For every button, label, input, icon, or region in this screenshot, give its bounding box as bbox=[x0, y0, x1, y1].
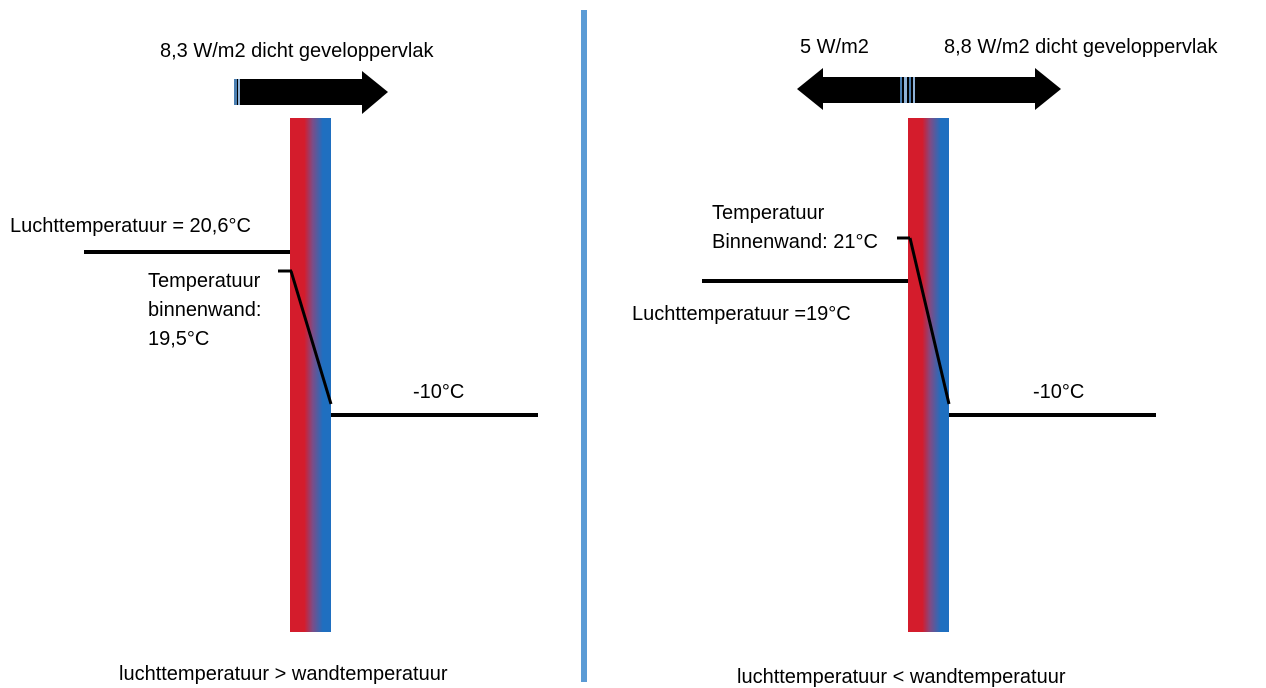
right-wall-temp-label-1: Temperatuur bbox=[712, 202, 825, 224]
right-air-temp-label: Luchttemperatuur =19°C bbox=[632, 303, 851, 325]
left-wall-temp-label-1: Temperatuur bbox=[148, 270, 261, 292]
left-flux-arrow bbox=[234, 71, 388, 114]
left-flux-label: 8,3 W/m2 dicht geveloppervlak bbox=[160, 40, 434, 62]
left-outside-temp-label: -10°C bbox=[413, 381, 464, 403]
left-air-temp-label: Luchttemperatuur = 20,6°C bbox=[10, 215, 251, 237]
right-outside-temp-label: -10°C bbox=[1033, 381, 1084, 403]
left-panel: 8,3 W/m2 dicht geveloppervlak Luchttempe… bbox=[10, 40, 538, 685]
left-wall bbox=[290, 118, 331, 632]
right-flux-right-label: 8,8 W/m2 dicht geveloppervlak bbox=[944, 36, 1218, 58]
left-wall-temp-label-2: binnenwand: bbox=[148, 299, 261, 321]
left-wall-gradient-line bbox=[289, 270, 333, 405]
right-flux-arrow bbox=[797, 68, 1061, 110]
right-flux-left-label: 5 W/m2 bbox=[800, 36, 869, 58]
right-caption: luchttemperatuur < wandtemperatuur bbox=[737, 666, 1066, 688]
left-caption: luchttemperatuur > wandtemperatuur bbox=[119, 663, 448, 685]
right-wall-gradient-line bbox=[908, 237, 951, 405]
right-panel: 5 W/m2 8,8 W/m2 dicht geveloppervlak Tem… bbox=[632, 36, 1218, 688]
left-wall-temp-label-3: 19,5°C bbox=[148, 328, 209, 350]
right-wall-temp-label-2: Binnenwand: 21°C bbox=[712, 231, 878, 253]
